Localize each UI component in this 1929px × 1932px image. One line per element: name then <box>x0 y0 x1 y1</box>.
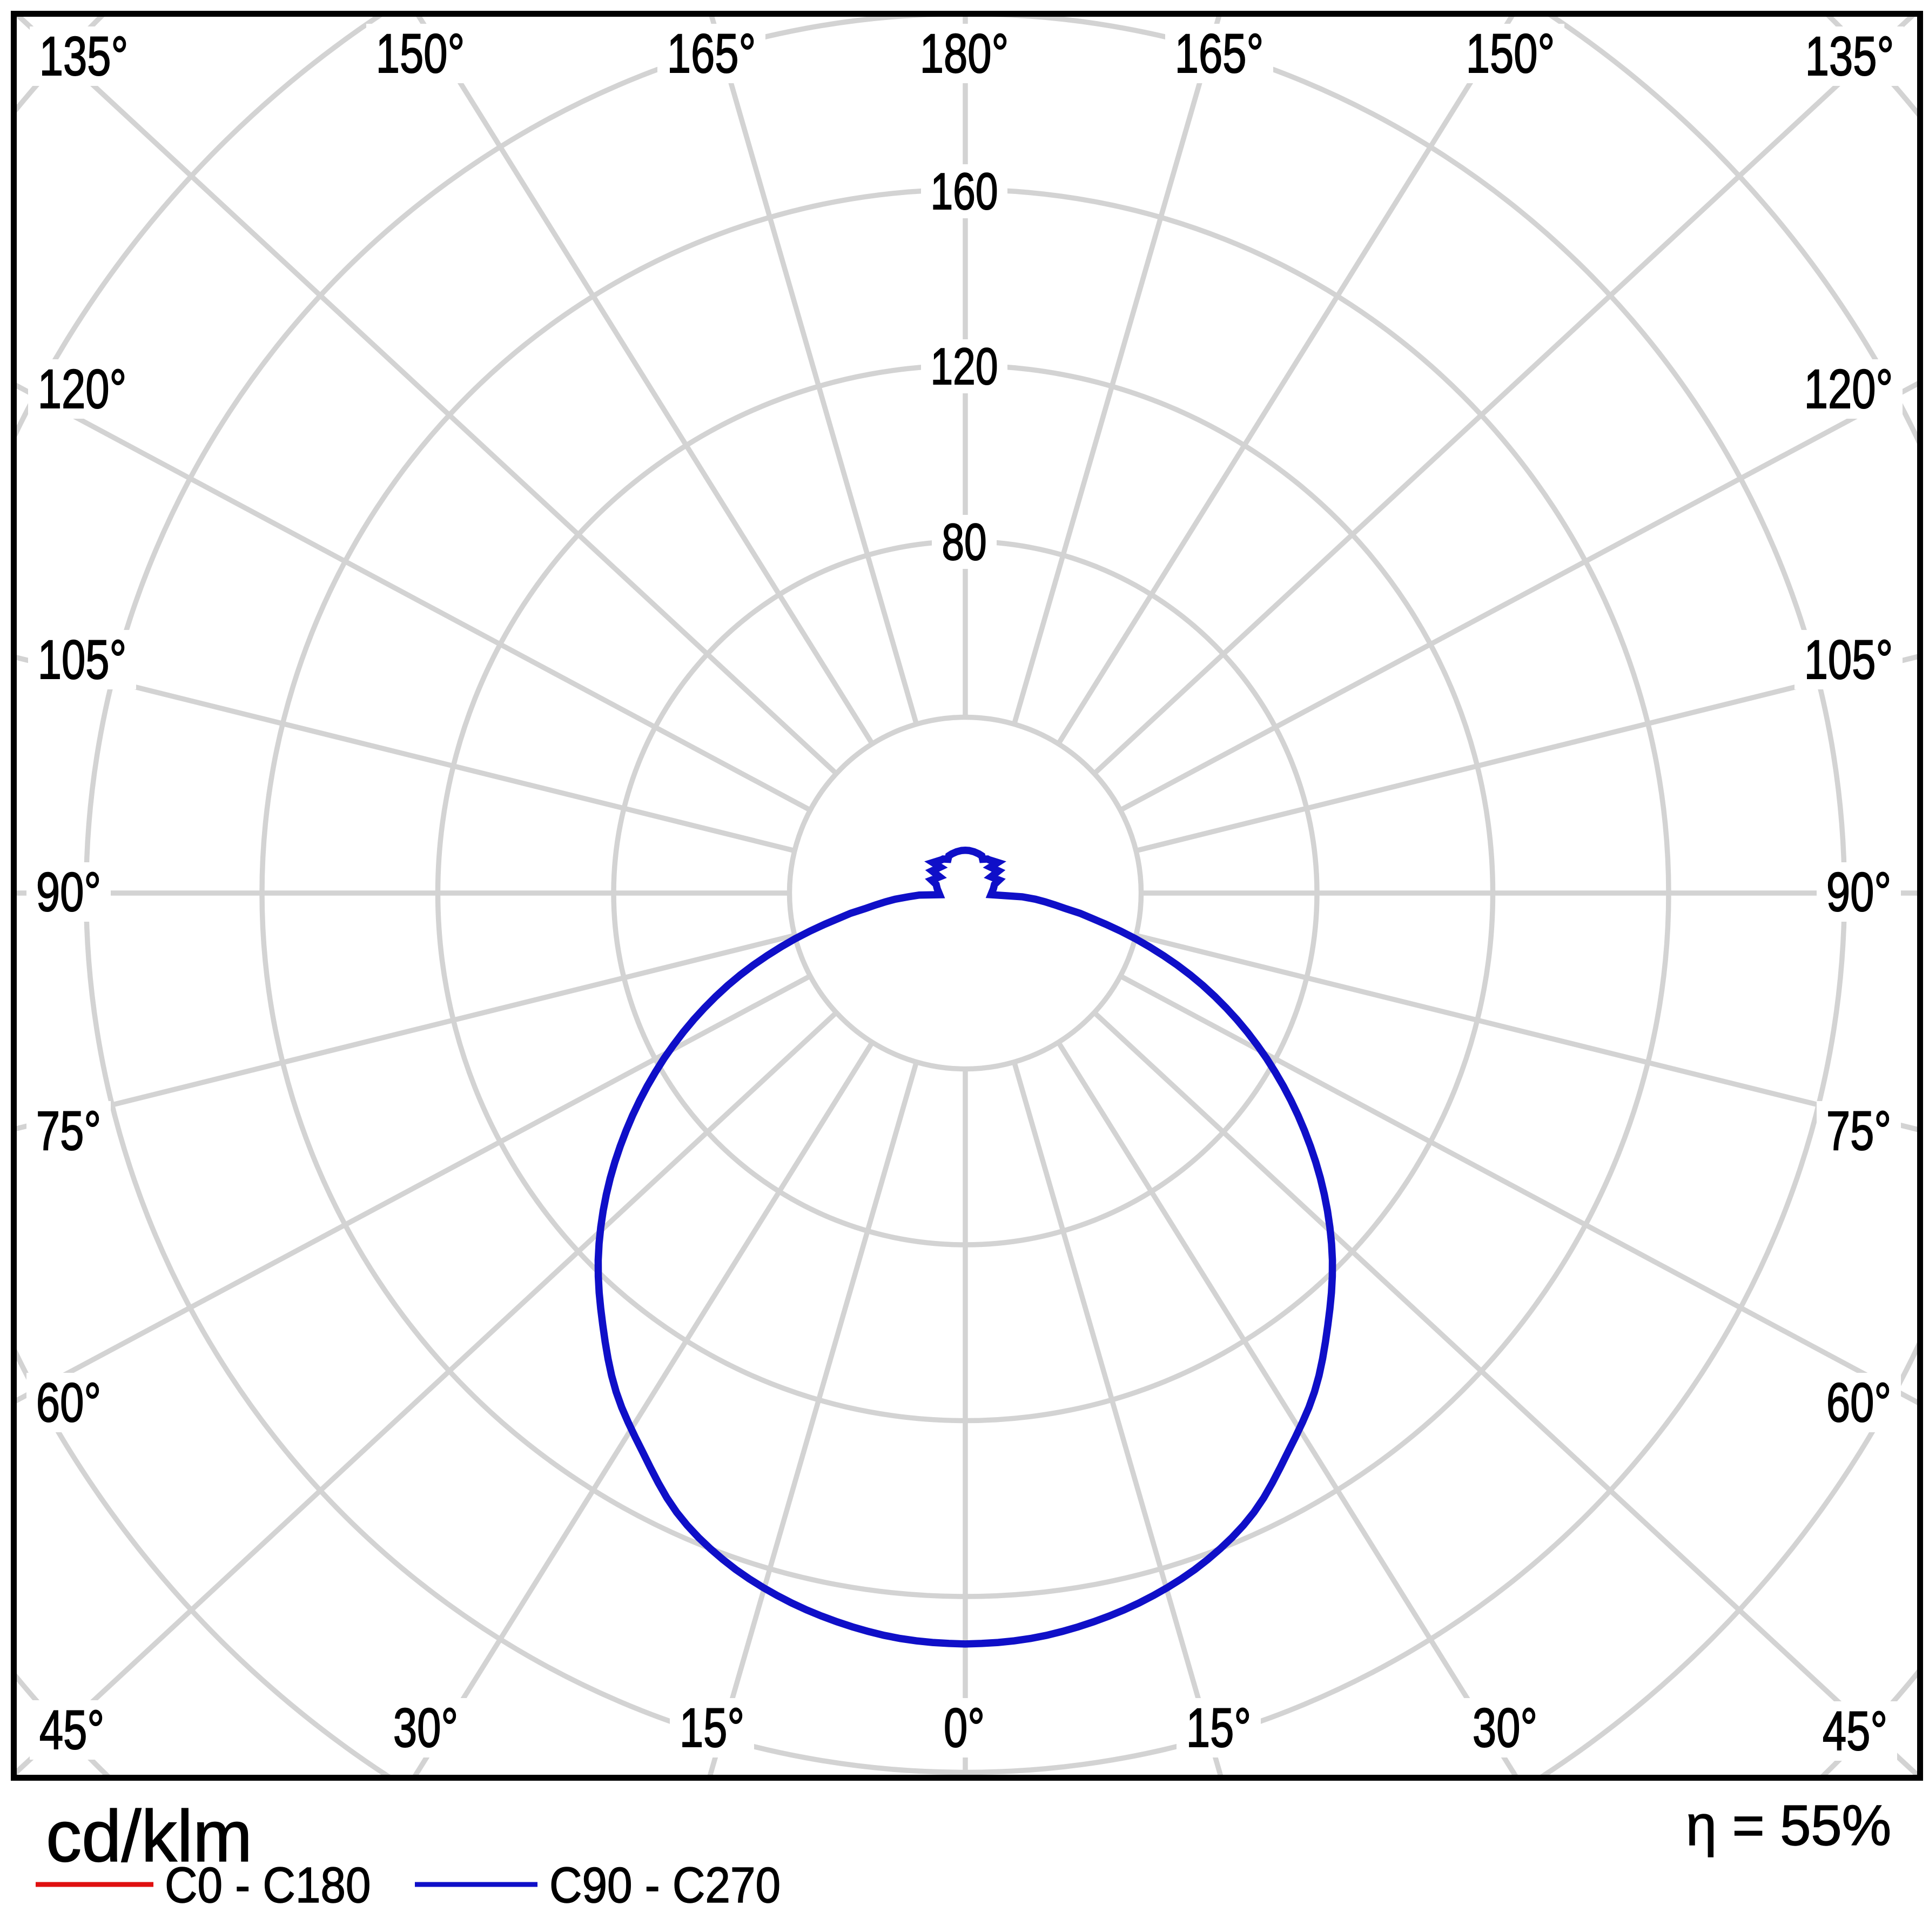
svg-text:75°: 75° <box>36 1101 101 1162</box>
svg-text:180°: 180° <box>920 23 1009 85</box>
svg-text:135°: 135° <box>39 26 129 88</box>
svg-text:cd/klm: cd/klm <box>46 1796 252 1877</box>
svg-text:105°: 105° <box>38 629 127 691</box>
svg-text:C0 - C180: C0 - C180 <box>165 1857 371 1913</box>
svg-text:60°: 60° <box>1826 1372 1891 1434</box>
svg-text:C90 - C270: C90 - C270 <box>549 1857 781 1913</box>
svg-text:150°: 150° <box>376 23 465 85</box>
svg-text:105°: 105° <box>1804 629 1893 691</box>
svg-text:135°: 135° <box>1805 26 1894 88</box>
svg-text:90°: 90° <box>1826 862 1891 923</box>
svg-text:165°: 165° <box>1175 23 1264 85</box>
svg-text:80: 80 <box>942 513 986 571</box>
svg-text:45°: 45° <box>39 1700 104 1761</box>
svg-text:160: 160 <box>931 163 998 220</box>
svg-text:30°: 30° <box>1473 1698 1537 1759</box>
svg-text:15°: 15° <box>680 1698 744 1759</box>
svg-text:150°: 150° <box>1466 23 1555 85</box>
svg-text:15°: 15° <box>1186 1698 1251 1759</box>
svg-text:0°: 0° <box>944 1698 985 1759</box>
svg-text:60°: 60° <box>36 1372 101 1434</box>
svg-text:120: 120 <box>931 338 998 395</box>
svg-text:75°: 75° <box>1826 1101 1891 1162</box>
svg-text:165°: 165° <box>667 23 756 85</box>
svg-text:120°: 120° <box>38 359 127 420</box>
svg-text:45°: 45° <box>1823 1701 1887 1762</box>
svg-text:120°: 120° <box>1804 359 1893 420</box>
svg-text:90°: 90° <box>36 862 101 923</box>
svg-text:30°: 30° <box>393 1698 458 1759</box>
svg-text:η = 55%: η = 55% <box>1686 1794 1891 1858</box>
